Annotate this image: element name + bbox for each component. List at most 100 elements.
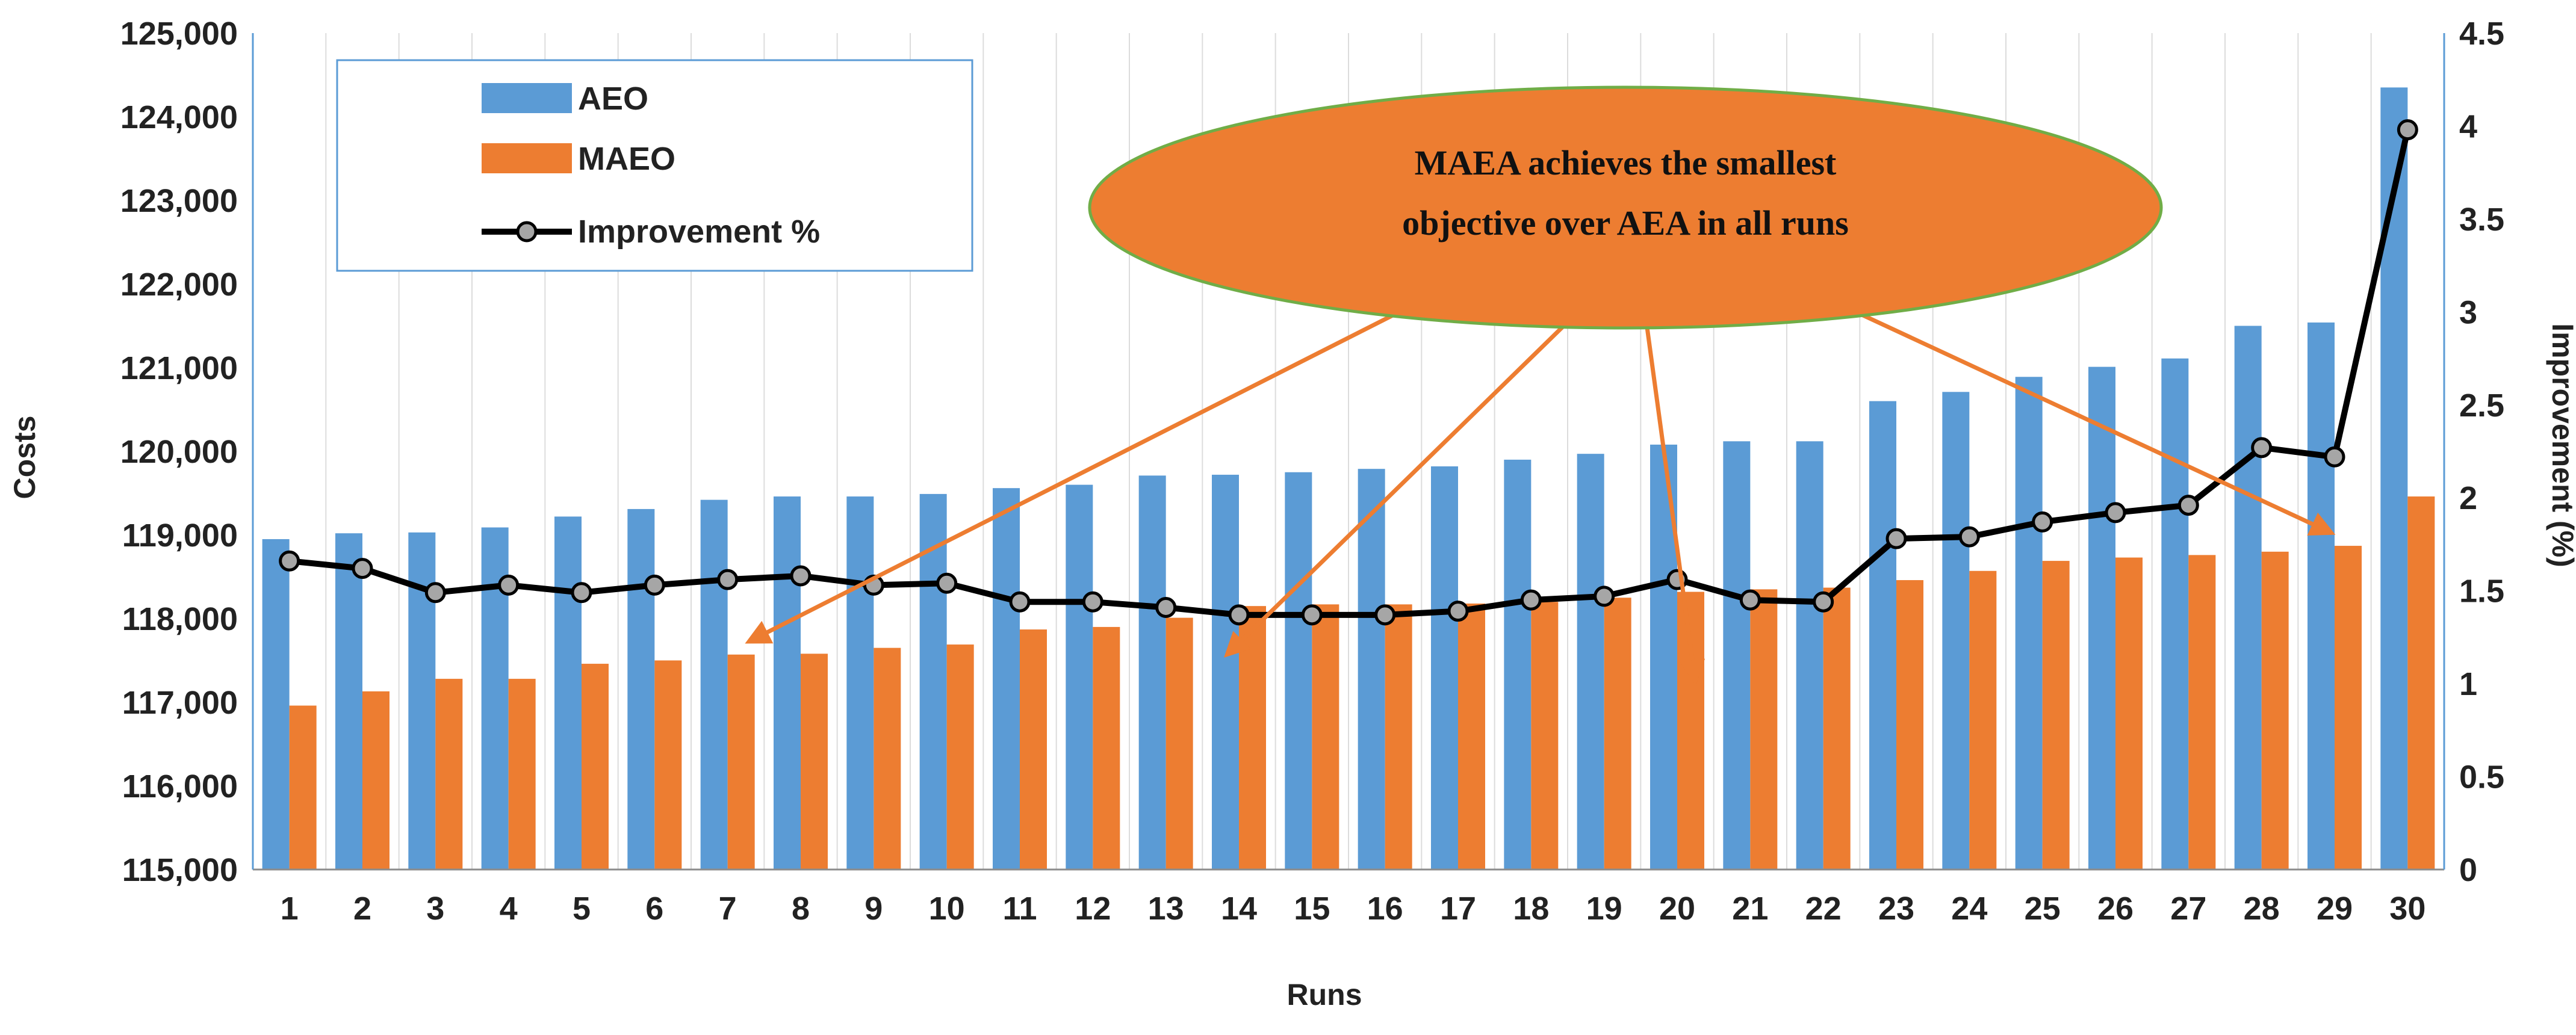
y2-tick-label: 2 bbox=[2459, 480, 2477, 516]
improvement-point-run-25 bbox=[2032, 511, 2053, 533]
x-tick-label: 22 bbox=[1805, 891, 1842, 927]
legend: AEO MAEO Improvement % bbox=[336, 59, 973, 272]
bar-maeo-run-8 bbox=[801, 653, 828, 870]
x-tick-label: 18 bbox=[1513, 891, 1549, 927]
bar-aeo-run-22 bbox=[1796, 441, 1823, 870]
x-tick-label: 21 bbox=[1732, 891, 1768, 927]
improvement-point-run-1 bbox=[279, 550, 300, 572]
x-tick-label: 24 bbox=[1951, 891, 1987, 927]
y2-axis-title: Improvement (%) bbox=[2546, 323, 2576, 567]
legend-swatch-aeo bbox=[482, 83, 572, 113]
legend-box bbox=[336, 59, 973, 272]
improvement-point-run-18 bbox=[1520, 589, 1542, 611]
bar-maeo-run-24 bbox=[1969, 570, 1997, 870]
improvement-line bbox=[279, 119, 2418, 626]
bar-maeo-run-7 bbox=[727, 654, 755, 870]
x-tick-label: 28 bbox=[2244, 891, 2280, 927]
bars bbox=[262, 87, 2435, 870]
bar-maeo-run-23 bbox=[1896, 580, 1923, 870]
bar-aeo-run-14 bbox=[1212, 474, 1239, 870]
bar-maeo-run-1 bbox=[289, 705, 317, 870]
improvement-point-run-29 bbox=[2324, 446, 2345, 468]
x-tick-label: 13 bbox=[1148, 891, 1184, 927]
improvement-series-line bbox=[289, 129, 2411, 618]
legend-label-aeo: AEO bbox=[578, 81, 648, 117]
y-axis-right-ticks: 0 0.5 1 1.5 2 2.5 3 3.5 4 4.5 bbox=[2459, 16, 2504, 888]
x-tick-label: 29 bbox=[2317, 891, 2353, 927]
bar-maeo-run-10 bbox=[946, 644, 974, 870]
bar-aeo-run-21 bbox=[1723, 441, 1751, 870]
bar-aeo-run-19 bbox=[1577, 454, 1604, 870]
x-axis-ticks: 1 2 3 4 5 6 7 8 9 10 11 12 13 14 15 16 17 18 19 20 21 22 23 24 2… bbox=[281, 891, 2426, 927]
improvement-point-run-8 bbox=[790, 565, 812, 587]
bar-maeo-run-29 bbox=[2335, 546, 2362, 870]
callout-ellipse bbox=[1088, 85, 2163, 330]
y-tick-label: 116,000 bbox=[122, 768, 238, 805]
bar-aeo-run-7 bbox=[700, 499, 728, 870]
x-tick-label: 15 bbox=[1294, 891, 1330, 927]
bar-aeo-run-13 bbox=[1138, 475, 1166, 870]
y2-tick-label: 1 bbox=[2459, 666, 2477, 702]
improvement-point-run-4 bbox=[498, 574, 520, 596]
x-tick-label: 9 bbox=[864, 891, 883, 927]
bar-maeo-run-2 bbox=[362, 691, 390, 870]
bar-aeo-run-27 bbox=[2161, 358, 2189, 870]
bar-maeo-run-11 bbox=[1020, 629, 1047, 870]
bar-aeo-run-24 bbox=[1942, 392, 1970, 870]
x-tick-label: 19 bbox=[1586, 891, 1622, 927]
bar-aeo-run-29 bbox=[2308, 322, 2335, 870]
improvement-point-run-27 bbox=[2177, 495, 2199, 516]
x-tick-label: 14 bbox=[1221, 891, 1257, 927]
bar-aeo-run-5 bbox=[554, 516, 582, 870]
improvement-point-run-15 bbox=[1301, 604, 1323, 626]
improvement-point-run-5 bbox=[571, 582, 592, 604]
bar-aeo-run-6 bbox=[627, 508, 655, 870]
bar-aeo-run-26 bbox=[2088, 366, 2115, 870]
bar-aeo-run-15 bbox=[1285, 472, 1312, 870]
improvement-point-run-12 bbox=[1082, 591, 1103, 613]
improvement-point-run-6 bbox=[644, 574, 665, 596]
callout-line-2: objective over AEA in all runs bbox=[1402, 203, 1849, 243]
y2-tick-label: 1.5 bbox=[2459, 573, 2504, 610]
improvement-point-run-30 bbox=[2397, 119, 2418, 141]
x-tick-label: 4 bbox=[500, 891, 518, 927]
y-axis-title: Costs bbox=[8, 416, 42, 499]
improvement-point-run-28 bbox=[2251, 437, 2273, 459]
improvement-point-run-13 bbox=[1155, 596, 1177, 618]
bar-maeo-run-22 bbox=[1823, 587, 1851, 870]
x-tick-label: 20 bbox=[1659, 891, 1695, 927]
legend-marker-improvement bbox=[516, 221, 538, 243]
x-tick-label: 30 bbox=[2389, 891, 2425, 927]
bar-aeo-run-30 bbox=[2380, 87, 2408, 870]
x-tick-label: 5 bbox=[573, 891, 591, 927]
x-tick-label: 7 bbox=[719, 891, 737, 927]
x-tick-label: 8 bbox=[792, 891, 810, 927]
bar-maeo-run-12 bbox=[1093, 626, 1120, 870]
bar-maeo-run-18 bbox=[1531, 602, 1559, 870]
bar-maeo-run-19 bbox=[1604, 598, 1631, 870]
bar-maeo-run-14 bbox=[1239, 606, 1266, 870]
legend-label-improvement: Improvement % bbox=[578, 214, 820, 250]
y-tick-label: 121,000 bbox=[120, 350, 238, 386]
bar-maeo-run-4 bbox=[508, 679, 536, 870]
bar-maeo-run-16 bbox=[1385, 604, 1412, 870]
improvement-point-run-7 bbox=[717, 569, 739, 590]
callout-arrow-run-14 bbox=[1223, 299, 1591, 658]
improvement-point-run-23 bbox=[1885, 528, 1907, 549]
bar-maeo-run-26 bbox=[2115, 557, 2143, 870]
legend-swatch-maeo bbox=[482, 143, 572, 173]
callout-arrows bbox=[745, 280, 2336, 686]
bar-maeo-run-9 bbox=[874, 647, 901, 870]
bar-aeo-run-12 bbox=[1066, 484, 1093, 870]
x-tick-label: 25 bbox=[2025, 891, 2061, 927]
improvement-point-run-10 bbox=[936, 572, 958, 594]
bar-maeo-run-5 bbox=[582, 664, 609, 870]
improvement-point-run-24 bbox=[1958, 526, 1980, 548]
x-tick-label: 16 bbox=[1367, 891, 1403, 927]
improvement-point-run-16 bbox=[1374, 604, 1396, 626]
bar-aeo-run-8 bbox=[774, 496, 801, 870]
bar-maeo-run-30 bbox=[2407, 496, 2435, 870]
x-tick-label: 1 bbox=[281, 891, 299, 927]
y-tick-label: 123,000 bbox=[120, 183, 238, 219]
bar-aeo-run-18 bbox=[1504, 459, 1532, 870]
